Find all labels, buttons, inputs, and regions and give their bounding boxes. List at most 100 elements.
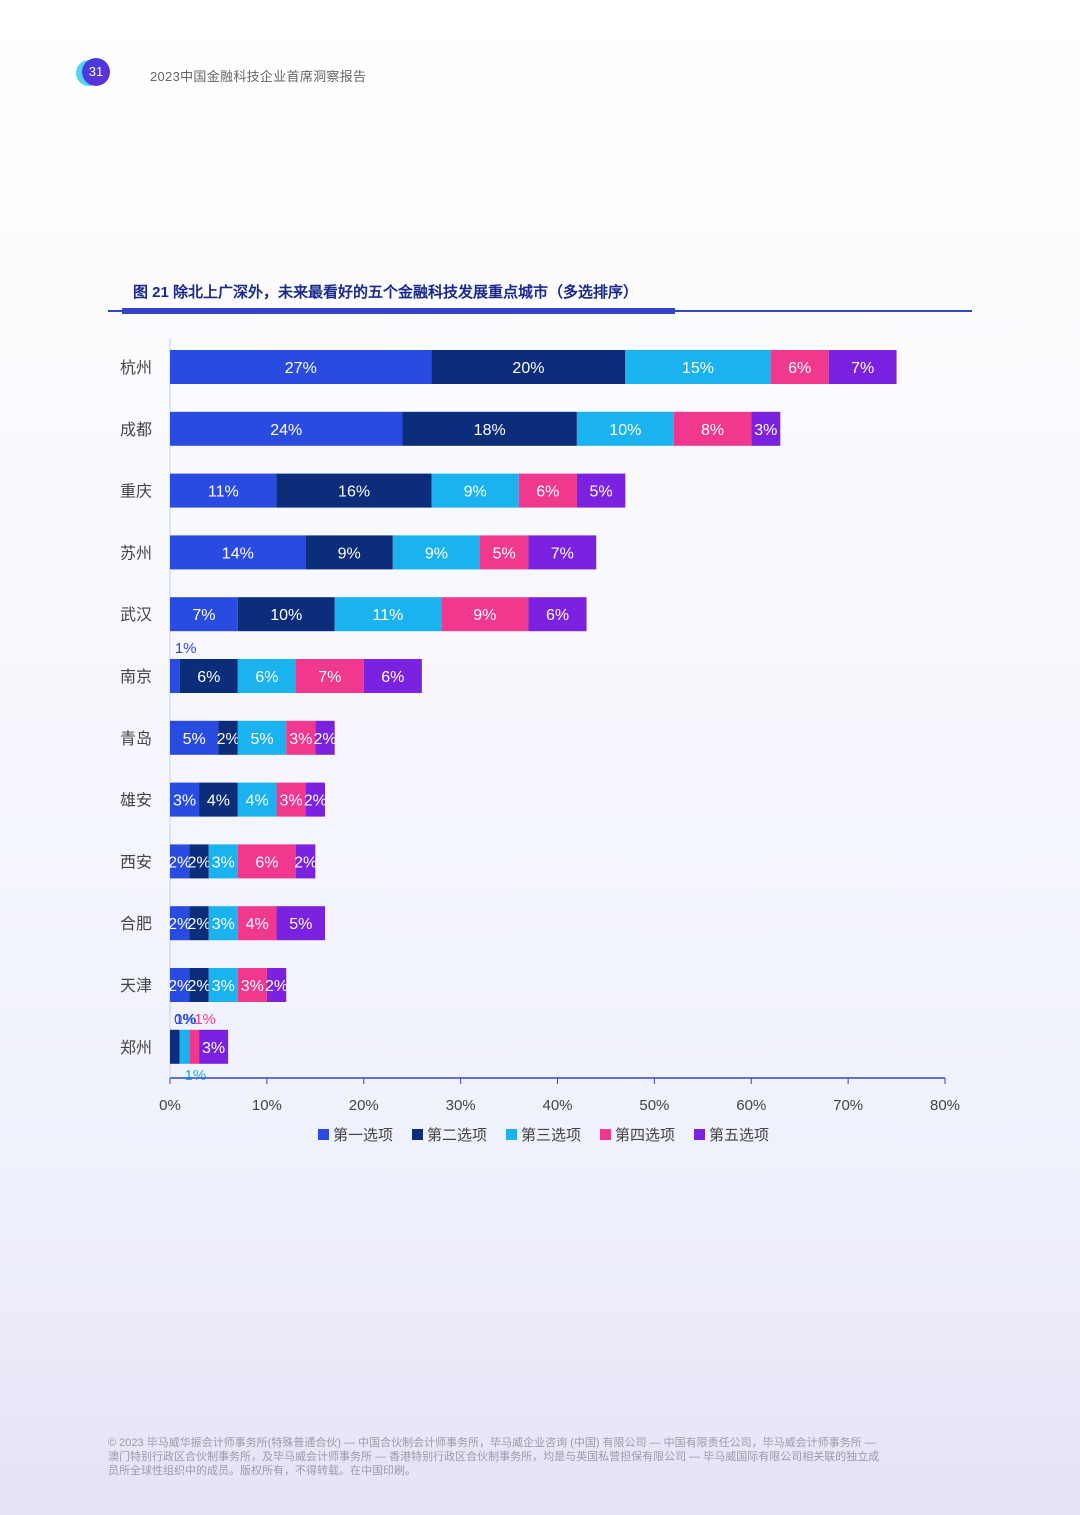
page-number: 31	[82, 58, 110, 86]
bar-segment	[170, 473, 277, 508]
data-label-outside: 1%	[194, 1011, 216, 1028]
category-label: 合肥	[120, 915, 152, 933]
data-label: 24%	[270, 422, 302, 439]
data-label: 7%	[318, 669, 341, 686]
data-label: 7%	[192, 607, 215, 624]
bar-segment	[576, 473, 626, 508]
bar-segment	[237, 720, 287, 755]
data-label: 14%	[222, 545, 254, 562]
category-label: 青岛	[120, 730, 152, 748]
data-label: 10%	[609, 422, 641, 439]
data-label: 2%	[313, 731, 336, 748]
data-label: 6%	[197, 669, 220, 686]
category-label: 南京	[120, 668, 152, 686]
data-label: 3%	[289, 731, 312, 748]
data-label: 7%	[851, 360, 874, 377]
bar-segment	[237, 968, 267, 1002]
data-label: 3%	[280, 793, 303, 810]
bar-segment	[276, 473, 432, 508]
data-label: 2%	[168, 978, 191, 995]
data-label: 4%	[207, 793, 230, 810]
data-label: 2%	[188, 854, 211, 871]
data-label: 5%	[250, 731, 273, 748]
bar-segment	[402, 411, 577, 446]
legend-label: 第三选项	[521, 1126, 581, 1144]
bar-segment	[170, 597, 238, 632]
data-label: 2%	[188, 916, 211, 933]
category-label: 武汉	[120, 606, 152, 624]
report-title: 2023中国金融科技企业首席洞察报告	[150, 69, 367, 84]
bar-segment	[199, 782, 238, 817]
data-label: 5%	[183, 731, 206, 748]
data-label: 3%	[212, 916, 235, 933]
legend-label: 第一选项	[333, 1126, 393, 1144]
bar-segment	[315, 720, 335, 755]
data-label: 6%	[788, 360, 811, 377]
data-label: 5%	[590, 484, 613, 501]
bar-segment	[673, 411, 752, 446]
data-label: 3%	[202, 1040, 225, 1057]
bar-segment	[237, 906, 277, 941]
bar-segment	[199, 1029, 229, 1064]
bar-segment	[218, 720, 238, 755]
category-label: 重庆	[120, 483, 152, 501]
x-tick-label: 40%	[542, 1097, 572, 1114]
bar-segment	[276, 906, 325, 941]
data-label-outside: 1%	[175, 1011, 197, 1028]
bar-segment	[441, 597, 529, 632]
data-label-outside: 1%	[185, 1067, 207, 1084]
bar-segment	[480, 535, 529, 570]
bar-segment	[276, 782, 306, 817]
data-label: 10%	[270, 607, 302, 624]
bar-segment	[518, 473, 577, 508]
bar-segment	[305, 782, 325, 817]
copyright-footer: © 2023 毕马威华振会计师事务所(特殊普通合伙) — 中国合伙制会计师事务所…	[108, 1436, 978, 1478]
data-label: 20%	[512, 360, 544, 377]
bar-segment	[576, 411, 674, 446]
category-label: 成都	[120, 421, 152, 439]
legend-swatch	[600, 1129, 611, 1140]
data-label: 4%	[246, 793, 269, 810]
data-label: 7%	[551, 545, 574, 562]
bar-segment	[170, 782, 200, 817]
category-label: 杭州	[120, 359, 152, 377]
bar-segment	[170, 350, 432, 384]
data-label: 5%	[289, 916, 312, 933]
data-label: 2%	[304, 793, 327, 810]
bar-segment	[528, 535, 597, 570]
data-label: 9%	[464, 484, 487, 501]
data-label-outside: 0%	[174, 1011, 196, 1028]
bar-segment	[237, 782, 277, 817]
footer-line-2: 澳门特别行政区合伙制事务所，及毕马威会计师事务所 — 香港特别行政区合伙制事务所…	[108, 1451, 880, 1463]
bar-segment	[189, 968, 209, 1002]
bar-segment	[170, 906, 190, 941]
bar-segment	[179, 659, 238, 693]
data-label: 18%	[474, 422, 506, 439]
bar-segment	[170, 844, 190, 879]
data-label: 9%	[473, 607, 496, 624]
data-label: 2%	[168, 916, 191, 933]
footer-line-1: © 2023 毕马威华振会计师事务所(特殊普通合伙) — 中国合伙制会计师事务所…	[108, 1437, 876, 1449]
bar-segment	[751, 411, 781, 446]
legend-swatch	[506, 1129, 517, 1140]
x-tick-label: 60%	[736, 1097, 766, 1114]
bar-segment	[170, 720, 219, 755]
bar-segment	[189, 844, 209, 879]
bar-segment	[266, 968, 287, 1002]
x-tick-label: 20%	[349, 1097, 379, 1114]
data-label: 16%	[338, 484, 370, 501]
data-label: 8%	[701, 422, 724, 439]
data-label: 6%	[536, 484, 559, 501]
bar-segment	[305, 535, 393, 570]
title-underline	[122, 308, 675, 314]
bar-segment	[392, 535, 480, 570]
bar-segment	[828, 350, 897, 384]
category-label: 苏州	[120, 544, 152, 562]
bar-segment	[431, 350, 626, 384]
data-label-outside: 1%	[175, 640, 197, 657]
footer-line-3: 员所全球性组织中的成员。版权所有，不得转载。在中国印刷。	[108, 1465, 416, 1477]
category-label: 西安	[120, 853, 152, 871]
data-label: 6%	[546, 607, 569, 624]
x-tick-label: 30%	[446, 1097, 476, 1114]
data-label: 6%	[255, 854, 278, 871]
